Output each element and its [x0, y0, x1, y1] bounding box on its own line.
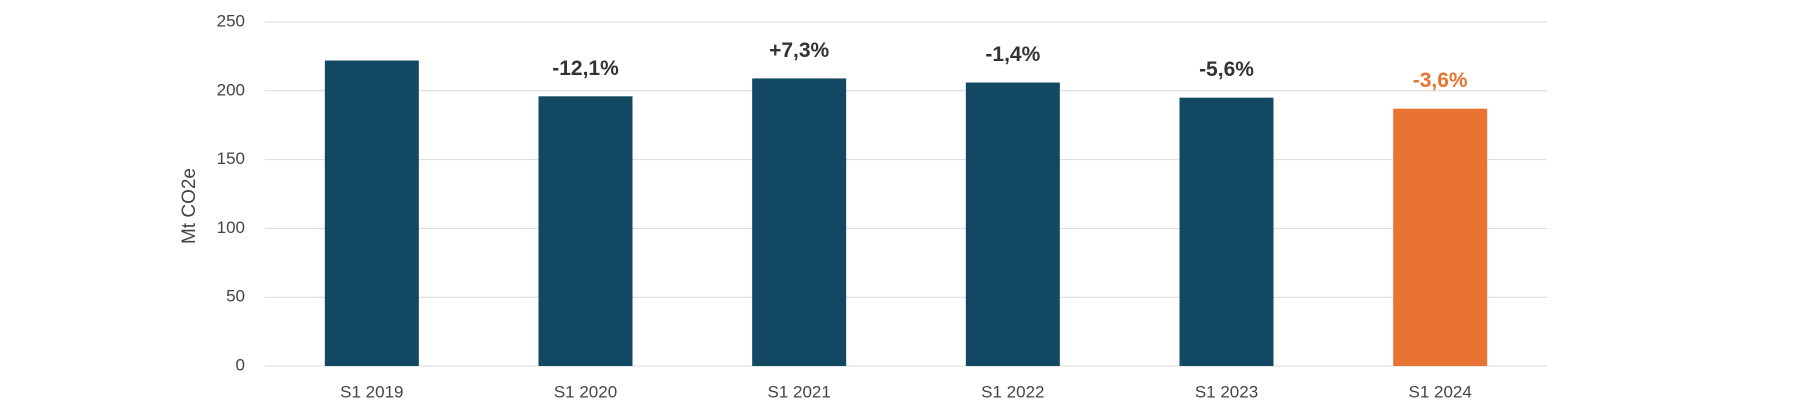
y-tick-label: 100 — [217, 218, 245, 237]
y-tick-label: 0 — [236, 355, 245, 374]
y-tick-label: 200 — [217, 80, 245, 99]
bar — [1393, 108, 1488, 367]
bar — [752, 78, 847, 366]
y-tick-label: 250 — [217, 11, 245, 30]
x-tick-label: S1 2024 — [1408, 382, 1471, 401]
bar — [965, 82, 1060, 366]
bar — [324, 60, 419, 366]
bar-annotation: -5,6% — [1199, 58, 1254, 81]
bar-annotation: -1,4% — [985, 43, 1040, 66]
bar — [538, 96, 633, 366]
bar — [1179, 97, 1274, 367]
bar-annotation: -3,6% — [1413, 69, 1468, 92]
x-tick-label: S1 2021 — [767, 382, 830, 401]
x-tick-label: S1 2020 — [554, 382, 617, 401]
x-tick-label: S1 2022 — [981, 382, 1044, 401]
x-tick-label: S1 2023 — [1195, 382, 1258, 401]
y-tick-label: 150 — [217, 149, 245, 168]
bar-annotation: -12,1% — [552, 57, 619, 80]
y-axis-label: Mt CO2e — [179, 168, 200, 244]
bar-annotation: +7,3% — [769, 39, 829, 62]
x-tick-label: S1 2019 — [340, 382, 403, 401]
y-tick-label: 50 — [226, 287, 245, 306]
